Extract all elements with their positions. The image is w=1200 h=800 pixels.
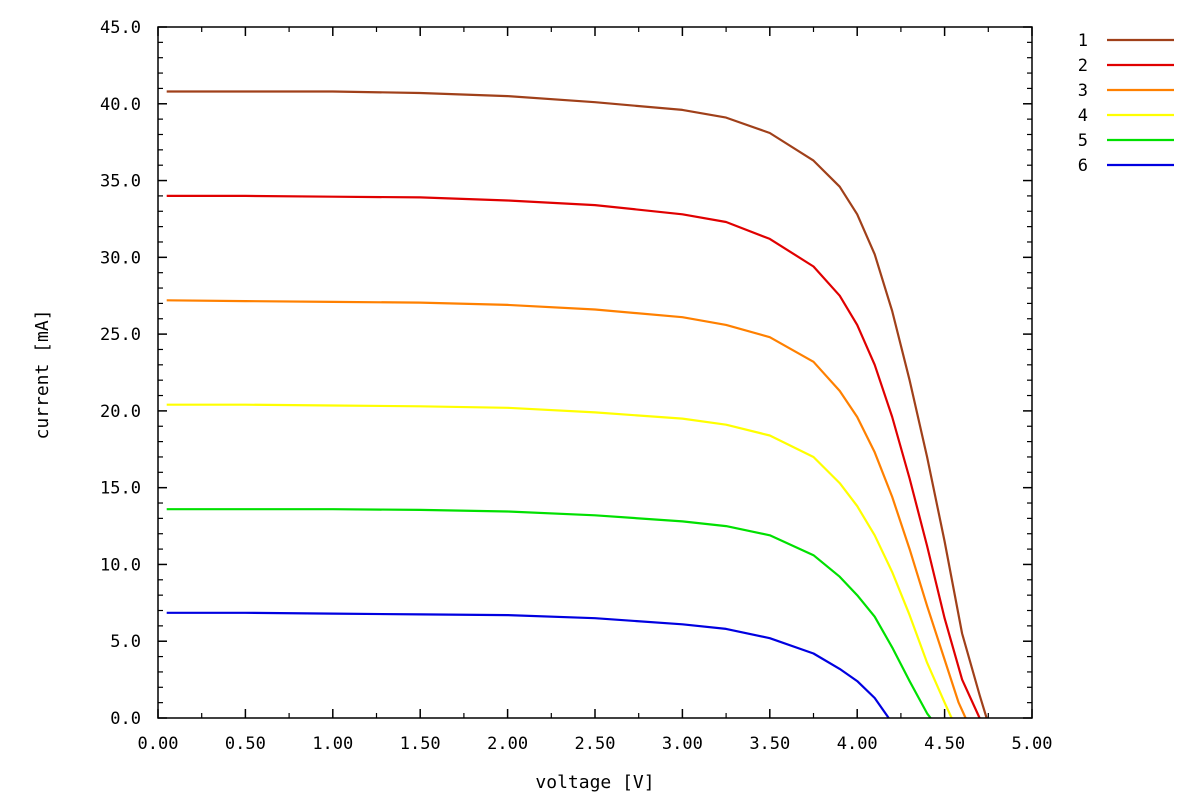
series-line-6 xyxy=(166,611,890,719)
series-line-5 xyxy=(166,508,932,719)
legend-label-4: 4 xyxy=(1078,106,1088,126)
tick-labels-layer: 0.00 0.50 1.00 1.50 2.00 2.50 3.00 3.50 4.00 4.50… xyxy=(100,18,1052,754)
series-layer xyxy=(166,90,988,719)
y-axis-label: current [mA] xyxy=(32,309,53,439)
y-tick-label: 0.0 xyxy=(110,709,141,729)
legend-label-6: 6 xyxy=(1078,156,1088,176)
y-tick-label: 40.0 xyxy=(100,95,141,115)
legend-label-3: 3 xyxy=(1078,81,1088,101)
series-line-4 xyxy=(166,403,953,719)
x-tick-label: 4.50 xyxy=(924,734,965,754)
series-line-3 xyxy=(166,299,967,719)
x-tick-label: 2.00 xyxy=(487,734,528,754)
series-line-2 xyxy=(166,194,981,719)
legend-label-2: 2 xyxy=(1078,56,1088,76)
y-tick-label: 45.0 xyxy=(100,18,141,38)
legend-label-5: 5 xyxy=(1078,131,1088,151)
y-tick-label: 35.0 xyxy=(100,172,141,192)
y-tick-label: 25.0 xyxy=(100,325,141,345)
x-tick-label: 2.50 xyxy=(575,734,616,754)
x-tick-label: 4.00 xyxy=(837,734,878,754)
y-tick-label: 20.0 xyxy=(100,402,141,422)
x-axis-label: voltage [V] xyxy=(535,772,654,793)
x-tick-label: 1.50 xyxy=(400,734,441,754)
ticks-layer xyxy=(157,26,1033,719)
x-tick-label: 5.00 xyxy=(1012,734,1053,754)
y-tick-label: 15.0 xyxy=(100,479,141,499)
legend-label-1: 1 xyxy=(1078,31,1088,51)
y-tick-label: 30.0 xyxy=(100,248,141,268)
x-tick-label: 0.50 xyxy=(225,734,266,754)
legend: 1 2 3 4 5 6 xyxy=(1078,31,1174,176)
x-tick-label: 3.50 xyxy=(749,734,790,754)
x-tick-label: 1.00 xyxy=(312,734,353,754)
y-tick-label: 5.0 xyxy=(110,632,141,652)
x-tick-label: 0.00 xyxy=(138,734,179,754)
x-tick-label: 3.00 xyxy=(662,734,703,754)
y-tick-label: 10.0 xyxy=(100,555,141,575)
plot-frame xyxy=(157,26,1033,719)
series-line-1 xyxy=(166,90,988,719)
